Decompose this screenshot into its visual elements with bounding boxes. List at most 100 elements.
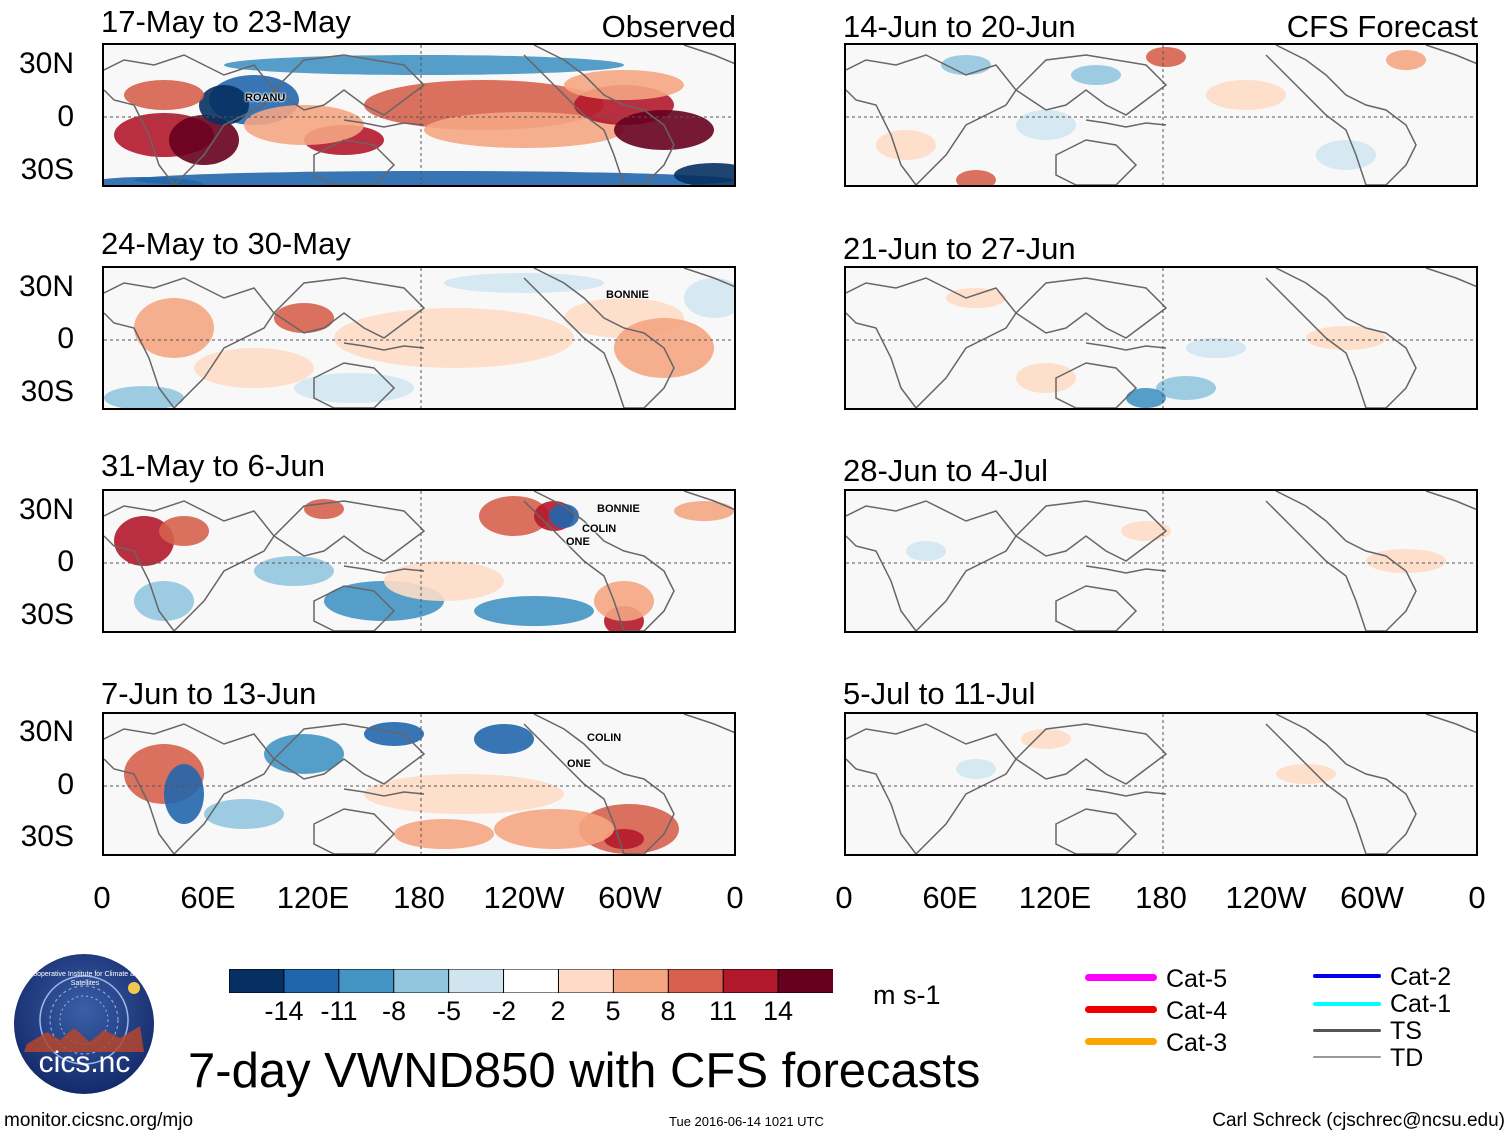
observed-map-1-coastline-0 — [104, 54, 275, 185]
legend-line-cat2 — [1313, 974, 1381, 978]
forecast-map-2-anomaly-region-2 — [1016, 363, 1076, 393]
observed-map-2-svg — [104, 268, 734, 408]
observed-map-1-coastline-2 — [313, 139, 396, 185]
forecast-map-2-coastline-5 — [1085, 342, 1167, 351]
observed-map-4-coastline-5 — [343, 788, 425, 797]
forecast-map-4-coastline-5 — [1085, 788, 1167, 797]
colorbar-swatch-3 — [393, 969, 450, 993]
forecast-map-1-coastline-5 — [1085, 119, 1167, 128]
observed-map-2-anomaly-region-6 — [294, 373, 414, 403]
forecast-map-1-coastline-2 — [1055, 139, 1138, 185]
ytick-30n-p3: 30N — [18, 493, 74, 526]
colorbar-swatch-6 — [557, 969, 615, 993]
forecast-panel-4-title: 5-Jul to 11-Jul — [843, 676, 1036, 711]
observed-map-3-anomaly-region-11 — [384, 561, 504, 601]
observed-map-4-coastline-3 — [523, 714, 675, 854]
observed-map-4-anomaly-region-3 — [474, 724, 534, 754]
observed-map-2-coastline-5 — [343, 342, 425, 351]
observed-map-1-anomaly-region-15 — [124, 80, 204, 110]
storm-label-bonnie-p3: BONNIE — [597, 503, 640, 515]
observed-map-3-coastline-3 — [523, 491, 675, 631]
legend-line-cat5 — [1085, 974, 1157, 981]
observed-map-4-anomaly-region-1 — [164, 764, 204, 824]
forecast-panel-3-title: 28-Jun to 4-Jul — [843, 453, 1049, 488]
forecast-map-panel-1 — [844, 43, 1478, 187]
forecast-map-2-anomaly-region-5 — [946, 288, 1006, 308]
forecast-map-4-coastline-0 — [846, 723, 1017, 854]
storm-label-bonnie-p2: BONNIE — [606, 289, 649, 301]
forecast-map-1-coastline-1 — [1014, 54, 1168, 116]
colorbar-label-7: 8 — [660, 996, 676, 1026]
observed-map-panel-3 — [102, 489, 736, 633]
xtick-right-120w: 120W — [1225, 880, 1307, 915]
forecast-map-2-coastline-0 — [846, 277, 1017, 408]
forecast-panel-1-title: 14-Jun to 20-Jun — [843, 9, 1076, 44]
forecast-map-1-anomaly-region-4 — [1071, 65, 1121, 85]
legend-line-ts — [1313, 1029, 1381, 1032]
xtick-left-120w: 120W — [483, 880, 565, 915]
ytick-0-p4: 0 — [57, 768, 74, 801]
forecast-map-3-anomaly-region-1 — [906, 541, 946, 561]
forecast-map-2-anomaly-region-0 — [1156, 376, 1216, 400]
ytick-0-p1: 0 — [57, 100, 74, 133]
observed-map-panel-4 — [102, 712, 736, 856]
colorbar-swatch-5 — [503, 969, 560, 993]
colorbar-swatch-2 — [338, 969, 395, 993]
colorbar-units: m s-1 — [873, 980, 941, 1010]
observed-column-label: Observed — [601, 9, 736, 44]
forecast-map-panel-2 — [844, 266, 1478, 410]
logo-ring-text: Cooperative Institute for Climate and Sa… — [28, 971, 142, 987]
author-credit: Carl Schreck (cjschrec@ncsu.edu) — [1212, 1110, 1505, 1131]
forecast-column-label: CFS Forecast — [1286, 9, 1478, 44]
forecast-map-1-coastline-4 — [1425, 45, 1476, 65]
observed-map-4-coastline-1 — [272, 723, 426, 785]
observed-map-panel-1 — [102, 43, 736, 187]
forecast-map-3-coastline-0 — [846, 500, 1017, 631]
observed-map-3-anomaly-region-10 — [474, 596, 594, 626]
observed-map-1-svg — [104, 45, 734, 185]
observed-map-3-coastline-1 — [272, 500, 426, 562]
xtick-right-60e: 60E — [922, 880, 978, 915]
observed-map-3-svg — [104, 491, 734, 631]
observed-map-3-anomaly-region-5 — [549, 504, 579, 528]
forecast-map-1-anomaly-region-1 — [956, 170, 996, 185]
forecast-map-2-svg — [846, 268, 1476, 408]
forecast-map-2-anomaly-region-1 — [1126, 388, 1166, 408]
observed-map-4-anomaly-region-2 — [364, 722, 424, 746]
forecast-map-1-anomaly-region-3 — [941, 55, 991, 75]
observed-map-2-coastline-0 — [104, 277, 275, 408]
storm-label-colin-p4: COLIN — [587, 732, 622, 744]
ytick-30s-p2: 30S — [20, 375, 74, 408]
forecast-map-4-anomaly-region-2 — [1276, 764, 1336, 784]
legend-text-cat4: Cat-4 — [1166, 997, 1228, 1025]
source-url[interactable]: monitor.cicsnc.org/mjo — [4, 1110, 194, 1131]
main-title: 7-day VWND850 with CFS forecasts — [188, 1044, 981, 1098]
forecast-map-1-anomaly-region-6 — [876, 130, 936, 160]
ytick-0-p3: 0 — [57, 545, 74, 578]
forecast-map-4-coastline-2 — [1055, 808, 1138, 854]
storm-label-roanu: ROANU — [245, 92, 286, 104]
colorbar-label-9: 14 — [762, 996, 794, 1026]
observed-map-4-coastline-2 — [313, 808, 396, 854]
observed-map-4-coastline-0 — [104, 723, 275, 854]
forecast-map-4-svg — [846, 714, 1476, 854]
observed-map-4-anomaly-region-4 — [579, 804, 679, 854]
observed-map-3-anomaly-region-0 — [114, 516, 174, 566]
observed-map-3-anomaly-region-12 — [674, 501, 734, 521]
xtick-left-120e: 120E — [276, 880, 350, 915]
forecast-map-4-background — [846, 714, 1476, 854]
observed-map-3-coastline-5 — [343, 565, 425, 574]
forecast-map-4-coastline-3 — [1265, 714, 1417, 854]
xtick-right-360: 0 — [1468, 880, 1486, 915]
observed-map-3-coastline-2 — [313, 585, 396, 631]
colorbar — [229, 969, 833, 993]
xtick-left-60w: 60W — [598, 880, 662, 915]
legend-line-td — [1313, 1056, 1381, 1058]
observed-map-3-coastline-4 — [683, 491, 734, 511]
forecast-map-2-coastline-4 — [1425, 268, 1476, 288]
observed-map-panel-2 — [102, 266, 736, 410]
observed-map-2-coastline-3 — [523, 268, 675, 408]
cics-logo: cics.nc Cooperative Institute for Climat… — [12, 952, 157, 1097]
observed-map-1-coastline-4 — [683, 45, 734, 65]
observed-map-3-anomaly-region-1 — [159, 516, 209, 546]
